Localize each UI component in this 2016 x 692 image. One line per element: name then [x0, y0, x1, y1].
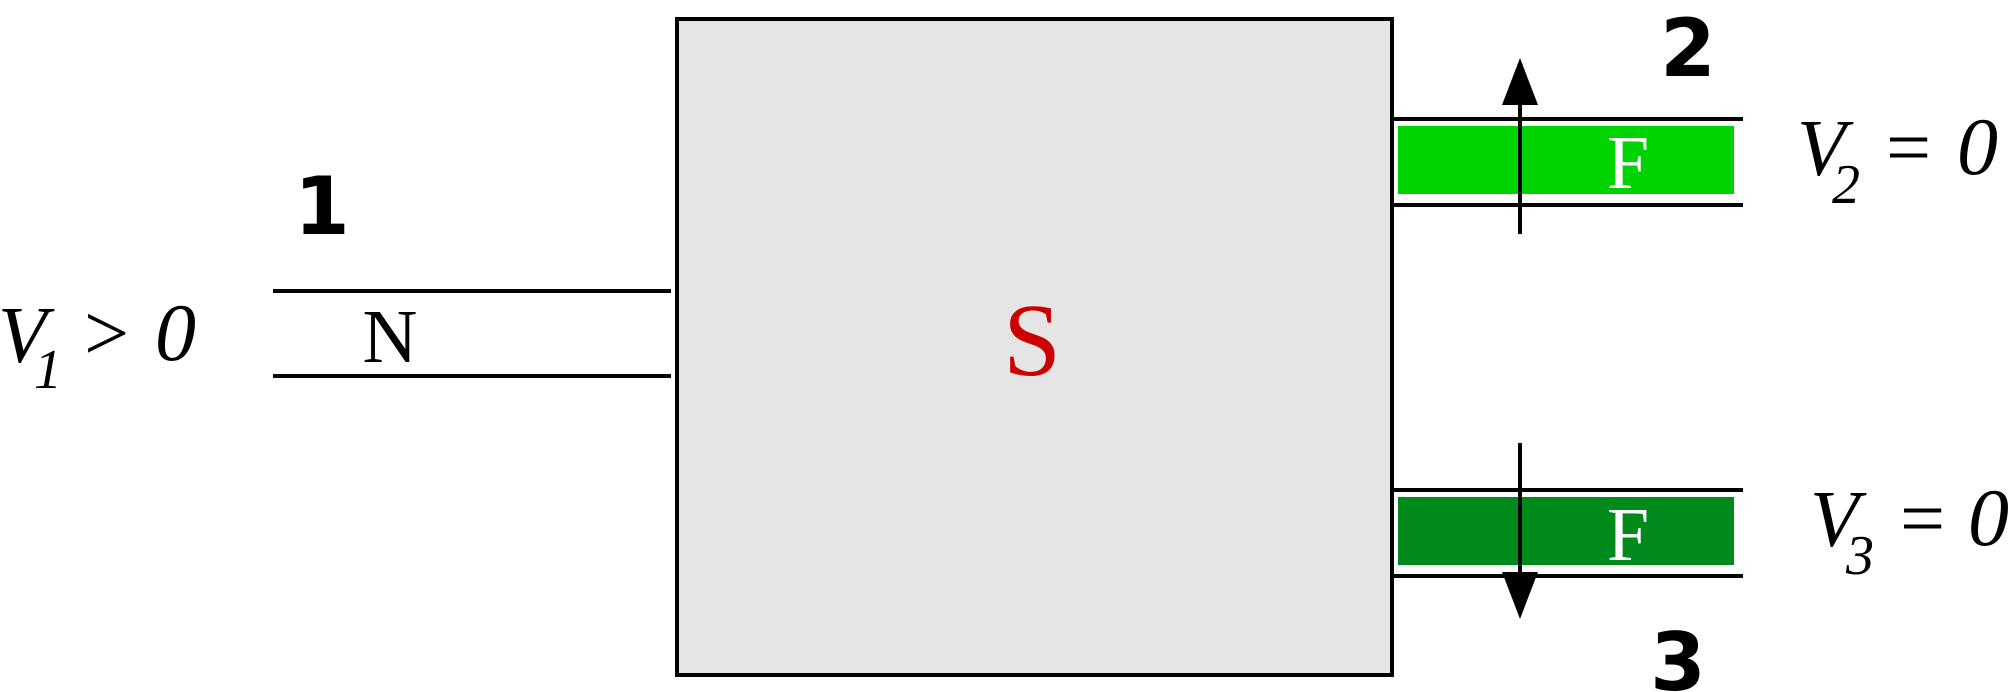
lead-1-voltage-value: 0 — [155, 287, 196, 378]
lead-3-material: F — [1607, 493, 1649, 577]
lead-3-voltage-symbol: V — [1810, 476, 1867, 564]
lead-2-relation: = — [1886, 104, 1931, 192]
lead-2-number: 2 — [1660, 2, 1716, 95]
lead-2-ferromagnet-fill — [1398, 126, 1734, 194]
lead-2-voltage-symbol: V — [1797, 105, 1854, 193]
lead-3-ferromagnet-fill — [1398, 497, 1734, 565]
superconductor-region — [675, 17, 1394, 677]
lead-3-voltage-sub: 3 — [1845, 525, 1874, 587]
lead-3: F 3 V 3 = 0 — [1392, 443, 2009, 692]
lead-3-magnetization-arrow-icon — [1502, 572, 1538, 619]
lead-1-voltage-symbol: V — [0, 292, 55, 380]
lead-2: F 2 V 2 = 0 — [1392, 2, 1998, 234]
lead-2-material: F — [1607, 121, 1649, 205]
lead-1-voltage-sub: 1 — [34, 339, 62, 401]
lead-2-voltage-value: 0 — [1957, 101, 1998, 192]
lead-1-material: N — [363, 295, 418, 379]
lead-1-relation: > — [84, 290, 129, 378]
lead-2-magnetization-arrow-icon — [1502, 58, 1538, 105]
lead-1: N 1 V 1 > 0 — [0, 160, 671, 401]
region-label: S — [1003, 283, 1061, 398]
lead-1-number: 1 — [294, 160, 350, 253]
lead-3-relation: = — [1900, 475, 1945, 563]
lead-2-voltage-sub: 2 — [1832, 154, 1860, 216]
lead-3-voltage-value: 0 — [1968, 472, 2009, 563]
lead-3-number: 3 — [1650, 616, 1706, 692]
